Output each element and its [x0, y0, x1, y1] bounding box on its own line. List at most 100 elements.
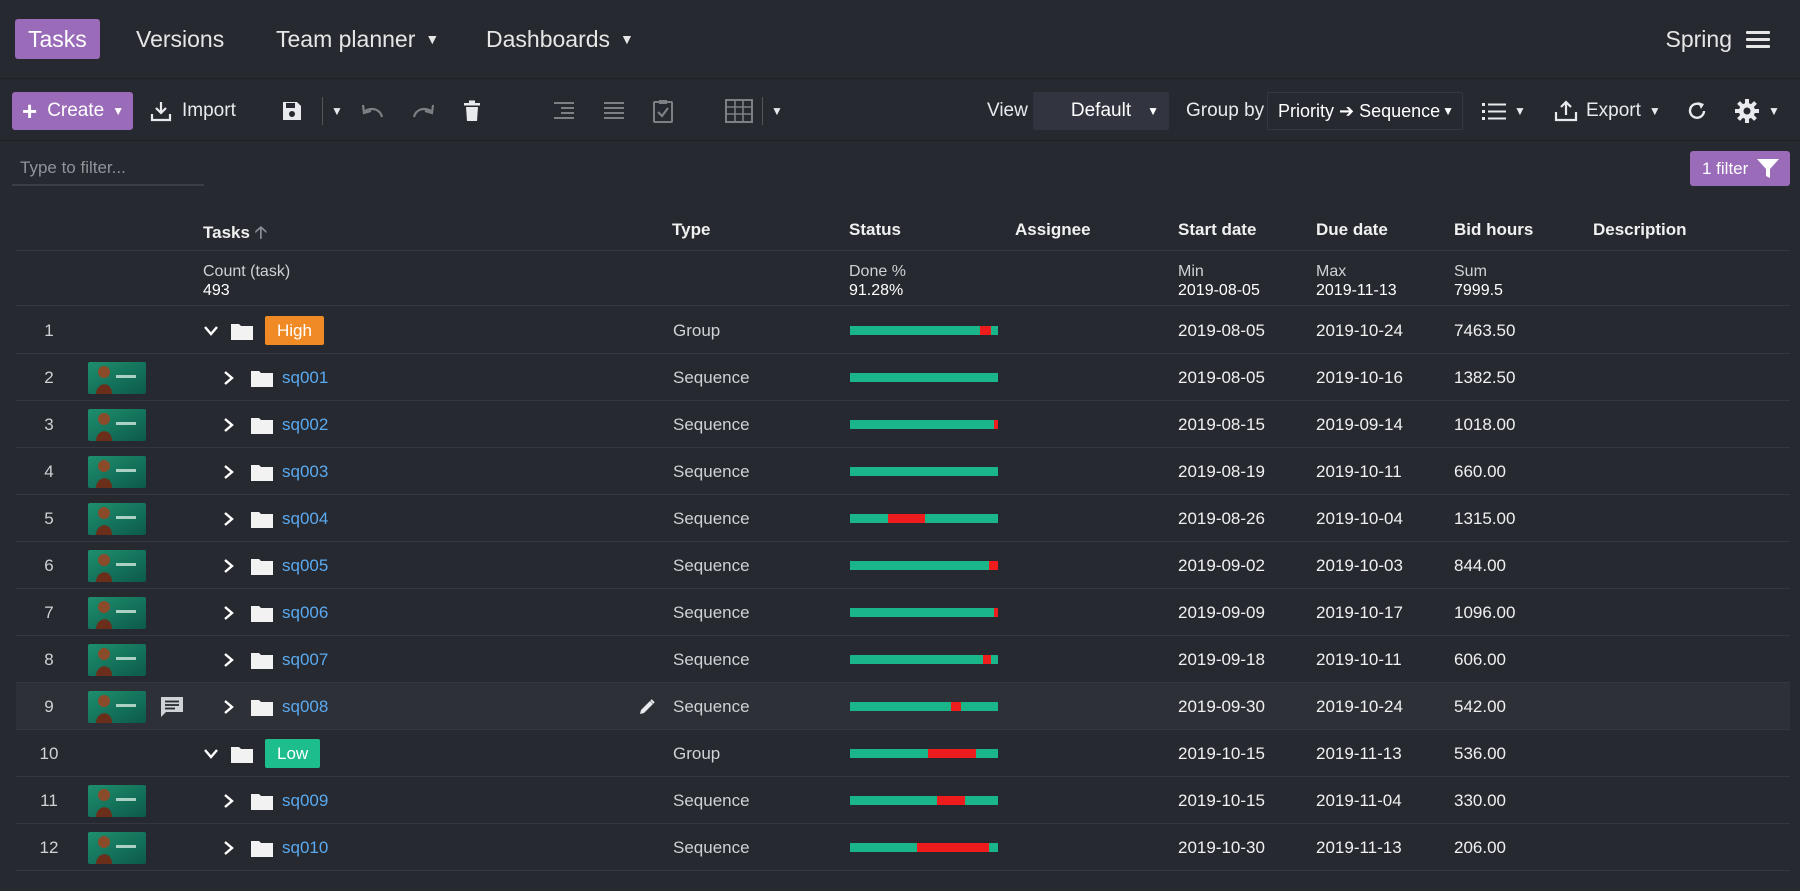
table-row[interactable]: 11 sq009 Sequence 2019-10-15 2019-11-04 330.0…: [16, 777, 1790, 824]
undo-button[interactable]: [360, 92, 386, 130]
type-cell: Sequence: [673, 837, 750, 857]
chevron-right-icon[interactable]: [224, 636, 234, 683]
comment-icon[interactable]: [160, 683, 184, 730]
group-row[interactable]: 1 High Group 2019-08-05 2019-10-24 7463.50: [16, 307, 1790, 354]
thumbnail-image[interactable]: [88, 362, 146, 394]
status-segment-done: [850, 373, 998, 382]
task-link[interactable]: sq004: [282, 508, 329, 528]
delete-button[interactable]: [463, 92, 481, 130]
save-button[interactable]: [281, 92, 303, 130]
outdent-button[interactable]: [603, 92, 625, 130]
col-bid-hours[interactable]: Bid hours: [1454, 220, 1534, 239]
indent-button[interactable]: [553, 92, 575, 130]
table-view-dropdown[interactable]: ▼: [762, 92, 783, 130]
bid-hours-cell: 844.00: [1454, 555, 1506, 575]
chevron-right-icon[interactable]: [224, 589, 234, 636]
create-button[interactable]: + Create ▼: [12, 92, 133, 130]
chevron-right-icon[interactable]: [224, 448, 234, 495]
folder-icon: [250, 354, 274, 401]
table-row[interactable]: 8 sq007 Sequence 2019-09-18 2019-10-11 606.00: [16, 636, 1790, 683]
chevron-down-icon: ▼: [1648, 104, 1661, 118]
status-segment-late: [937, 796, 966, 805]
thumbnail-image[interactable]: [88, 691, 146, 723]
chevron-right-icon[interactable]: [224, 401, 234, 448]
chevron-down-icon[interactable]: [204, 307, 218, 354]
priority-badge[interactable]: Low: [265, 739, 321, 768]
status-segment-late: [916, 843, 990, 852]
table-row[interactable]: 7 sq006 Sequence 2019-09-09 2019-10-17 1096.0…: [16, 589, 1790, 636]
col-status[interactable]: Status: [849, 220, 901, 239]
export-button[interactable]: Export ▼: [1554, 92, 1661, 130]
list-options-button[interactable]: ▼: [1482, 92, 1526, 130]
filter-badge[interactable]: 1 filter: [1690, 151, 1790, 186]
table-view-button[interactable]: [725, 92, 753, 130]
tab-dashboards[interactable]: Dashboards ▼: [486, 25, 634, 52]
chevron-right-icon[interactable]: [224, 542, 234, 589]
tab-team-planner[interactable]: Team planner ▼: [276, 25, 440, 52]
chevron-right-icon[interactable]: [224, 354, 234, 401]
view-select[interactable]: Default ▼: [1033, 92, 1169, 130]
table-row[interactable]: 6 sq005 Sequence 2019-09-02 2019-10-03 844.00: [16, 542, 1790, 589]
task-link[interactable]: sq006: [282, 602, 329, 622]
groupby-select[interactable]: Priority ➔ Sequence ▼: [1267, 92, 1463, 130]
refresh-button[interactable]: [1686, 92, 1708, 130]
start-date-cell: 2019-10-15: [1178, 790, 1265, 810]
col-description[interactable]: Description: [1593, 220, 1687, 239]
table-row[interactable]: 2 sq001 Sequence 2019-08-05 2019-10-16 1382.5…: [16, 354, 1790, 401]
table-row[interactable]: 5 sq004 Sequence 2019-08-26 2019-10-04 1315.0…: [16, 495, 1790, 542]
clipboard-button[interactable]: [652, 92, 674, 130]
chevron-right-icon[interactable]: [224, 824, 234, 871]
chevron-right-icon[interactable]: [224, 683, 234, 730]
redo-button[interactable]: [410, 92, 436, 130]
task-link[interactable]: sq007: [282, 649, 329, 669]
task-link[interactable]: sq005: [282, 555, 329, 575]
filter-input[interactable]: [12, 152, 204, 186]
thumbnail-image[interactable]: [88, 644, 146, 676]
type-cell: Sequence: [673, 555, 750, 575]
col-start-date[interactable]: Start date: [1178, 220, 1257, 239]
thumbnail-image[interactable]: [88, 597, 146, 629]
col-type[interactable]: Type: [672, 220, 711, 239]
priority-badge[interactable]: High: [265, 316, 324, 345]
chevron-down-icon[interactable]: [204, 730, 218, 777]
tab-versions[interactable]: Versions: [136, 25, 225, 52]
thumbnail-image[interactable]: [88, 503, 146, 535]
bid-hours-cell: 7463.50: [1454, 320, 1516, 340]
table-row[interactable]: 3 sq002 Sequence 2019-08-15 2019-09-14 1018.0…: [16, 401, 1790, 448]
task-link[interactable]: sq003: [282, 461, 329, 481]
task-link[interactable]: sq001: [282, 367, 329, 387]
task-link[interactable]: sq002: [282, 414, 329, 434]
thumbnail-image[interactable]: [88, 832, 146, 864]
col-tasks[interactable]: Tasks 🡡: [203, 223, 267, 242]
chevron-right-icon[interactable]: [224, 777, 234, 824]
col-assignee[interactable]: Assignee: [1015, 220, 1091, 239]
task-link[interactable]: sq009: [282, 790, 329, 810]
thumbnail-image[interactable]: [88, 550, 146, 582]
table-row[interactable]: 9 sq008 Sequence 2019-09-30 2019-10-24 542.00: [16, 683, 1790, 730]
task-name-cell: sq005: [282, 542, 328, 589]
start-date-cell: 2019-10-15: [1178, 743, 1265, 763]
project-menu[interactable]: Spring: [1666, 19, 1770, 59]
save-options-dropdown[interactable]: ▼: [322, 92, 343, 130]
thumbnail-image[interactable]: [88, 409, 146, 441]
table-row[interactable]: 4 sq003 Sequence 2019-08-19 2019-10-11 660.00: [16, 448, 1790, 495]
group-row[interactable]: 10 Low Group 2019-10-15 2019-11-13 536.00: [16, 730, 1790, 777]
row-number: 5: [44, 508, 54, 528]
start-date-cell: 2019-09-18: [1178, 649, 1265, 669]
thumbnail-image[interactable]: [88, 456, 146, 488]
status-bar: [850, 514, 998, 523]
col-due-date[interactable]: Due date: [1316, 220, 1388, 239]
thumbnail-image[interactable]: [88, 785, 146, 817]
settings-button[interactable]: ▼: [1734, 92, 1780, 130]
table-row[interactable]: 12 sq010 Sequence 2019-10-30 2019-11-13 206.0…: [16, 824, 1790, 871]
task-link[interactable]: sq008: [282, 696, 329, 716]
clipboard-check-icon: [652, 99, 674, 123]
chevron-right-icon[interactable]: [224, 495, 234, 542]
tab-tasks[interactable]: Tasks: [15, 19, 100, 59]
groupby-label: Group by: [1186, 100, 1265, 121]
task-link[interactable]: sq010: [282, 837, 329, 857]
import-button[interactable]: Import: [150, 92, 236, 130]
pencil-icon[interactable]: [638, 683, 656, 730]
summary-min-start: Min 2019-08-05: [1178, 263, 1260, 299]
grid-icon: [725, 99, 753, 123]
